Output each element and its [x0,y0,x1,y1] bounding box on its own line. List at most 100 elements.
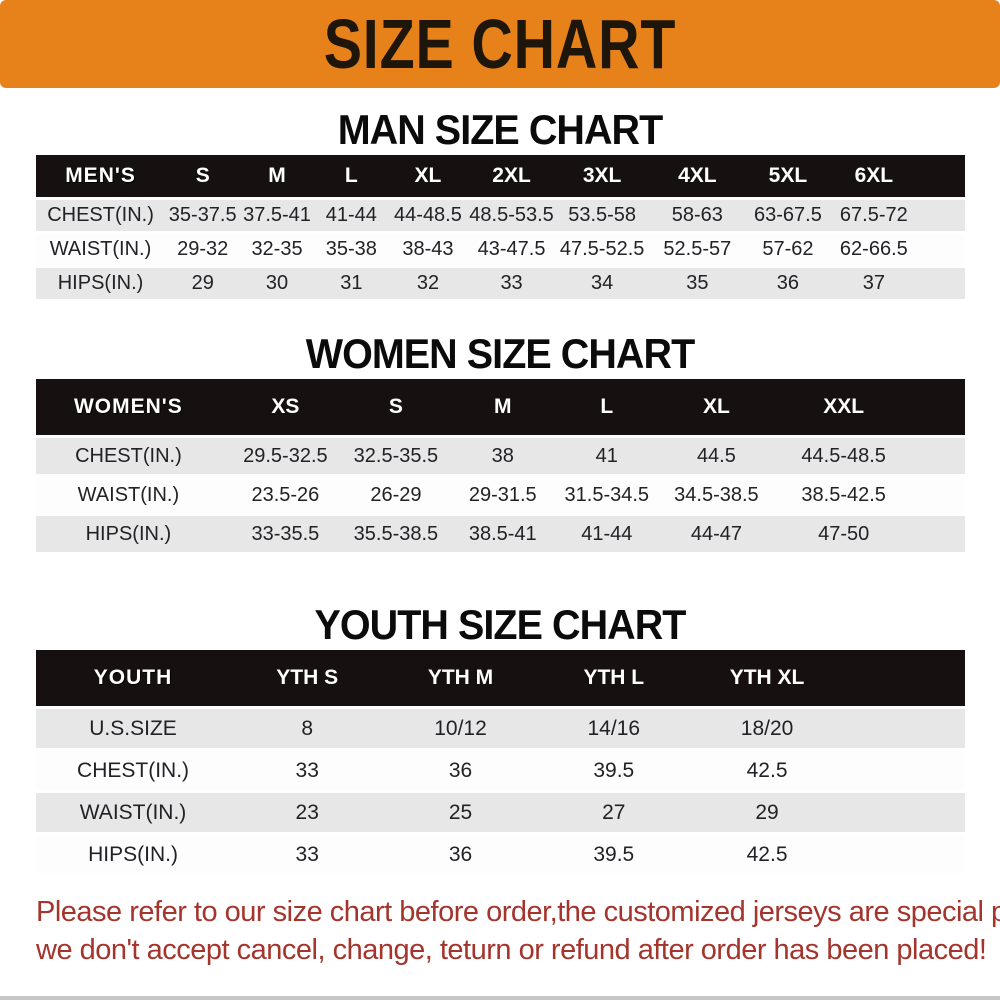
men-col-3xl: 3XL [555,155,649,197]
men-col-s: S [165,155,240,197]
row-label: U.S.SIZE [35,709,231,748]
value-cell: 26-29 [349,477,443,513]
men-waist-row: WAIST(IN.) 29-32 32-35 35-38 38-43 43-47… [35,234,965,265]
section-man: MAN SIZE CHART MEN'S S M L XL 2XL 3XL 4X… [0,108,1000,302]
value-cell: 29 [690,793,844,832]
value-cell: 30 [239,268,315,299]
value-cell: 29-32 [165,234,240,265]
value-cell: 47-50 [782,516,905,552]
value-cell: 32.5-35.5 [349,438,443,474]
value-cell: 44.5 [650,438,783,474]
value-cell: 36 [383,751,538,790]
value-cell: 38-43 [388,234,468,265]
value-cell: 32-35 [239,234,315,265]
row-label: HIPS(IN.) [35,516,222,552]
youth-section-title: YOUTH SIZE CHART [314,601,686,648]
disclaimer-note: Please refer to our size chart before or… [36,893,1000,969]
value-cell: 23 [230,793,384,832]
value-cell: 14/16 [537,709,691,748]
man-section-title: MAN SIZE CHART [337,106,664,153]
women-col-s: S [349,379,443,435]
value-cell: 58-63 [648,200,747,231]
value-cell: 39.5 [537,751,691,790]
row-label: WAIST(IN.) [35,793,231,832]
value-cell: 35 [648,268,747,299]
value-cell: 18/20 [690,709,844,748]
spacer-cell [917,155,965,197]
value-cell: 36 [383,835,538,874]
value-cell: 41-44 [563,516,651,552]
value-cell: 38.5-41 [442,516,564,552]
value-cell: 57-62 [746,234,830,265]
women-size-table: WOMEN'S XS S M L XL XXL CHEST(IN.) 29.5-… [35,376,965,555]
men-hips-row: HIPS(IN.) 29 30 31 32 33 34 35 36 37 [35,268,965,299]
spacer-cell [904,516,965,552]
value-cell: 38 [442,438,564,474]
spacer-cell [843,835,965,874]
value-cell: 27 [537,793,691,832]
disclaimer-line-2: we don't accept cancel, change, teturn o… [36,934,987,966]
size-chart-banner: SIZE CHART [0,0,1000,88]
value-cell: 34 [555,268,649,299]
women-section-title: WOMEN SIZE CHART [305,330,695,377]
value-cell: 35-37.5 [165,200,240,231]
men-col-4xl: 4XL [648,155,747,197]
value-cell: 37.5-41 [239,200,315,231]
value-cell: 44-47 [650,516,783,552]
spacer-cell [917,200,965,231]
value-cell: 48.5-53.5 [467,200,556,231]
value-cell: 44-48.5 [388,200,468,231]
row-label: HIPS(IN.) [35,268,166,299]
row-label: CHEST(IN.) [35,751,231,790]
row-label: WAIST(IN.) [35,234,166,265]
bottom-strip [0,996,1000,1000]
value-cell: 41-44 [314,200,389,231]
youth-col-m: YTH M [383,650,538,706]
women-hips-row: HIPS(IN.) 33-35.5 35.5-38.5 38.5-41 41-4… [35,516,965,552]
value-cell: 32 [388,268,468,299]
youth-hips-row: HIPS(IN.) 33 36 39.5 42.5 [35,835,965,874]
value-cell: 33 [230,835,384,874]
men-col-2xl: 2XL [467,155,556,197]
value-cell: 38.5-42.5 [782,477,905,513]
youth-ussize-row: U.S.SIZE 8 10/12 14/16 18/20 [35,709,965,748]
section-women: WOMEN SIZE CHART WOMEN'S XS S M L XL XXL… [0,332,1000,555]
value-cell: 25 [383,793,538,832]
value-cell: 42.5 [690,835,844,874]
spacer-cell [843,709,965,748]
spacer-cell [843,751,965,790]
men-col-6xl: 6XL [829,155,918,197]
youth-col-l: YTH L [537,650,691,706]
men-col-m: M [239,155,315,197]
spacer-cell [917,268,965,299]
men-size-table: MEN'S S M L XL 2XL 3XL 4XL 5XL 6XL CHEST… [35,152,965,302]
women-col-xl: XL [650,379,783,435]
women-col-m: M [442,379,564,435]
value-cell: 41 [563,438,651,474]
value-cell: 62-66.5 [829,234,918,265]
value-cell: 39.5 [537,835,691,874]
women-col-xs: XS [221,379,350,435]
spacer-cell [917,234,965,265]
youth-header-label: YOUTH [35,650,231,706]
women-col-xxl: XXL [782,379,905,435]
men-header-row: MEN'S S M L XL 2XL 3XL 4XL 5XL 6XL [35,155,965,197]
spacer-cell [843,793,965,832]
value-cell: 37 [829,268,918,299]
value-cell: 31.5-34.5 [563,477,651,513]
row-label: WAIST(IN.) [35,477,222,513]
value-cell: 43-47.5 [467,234,556,265]
women-header-label: WOMEN'S [35,379,222,435]
women-chest-row: CHEST(IN.) 29.5-32.5 32.5-35.5 38 41 44.… [35,438,965,474]
value-cell: 67.5-72 [829,200,918,231]
men-header-label: MEN'S [35,155,166,197]
youth-waist-row: WAIST(IN.) 23 25 27 29 [35,793,965,832]
value-cell: 42.5 [690,751,844,790]
row-label: CHEST(IN.) [35,438,222,474]
spacer-cell [904,438,965,474]
value-cell: 52.5-57 [648,234,747,265]
youth-chest-row: CHEST(IN.) 33 36 39.5 42.5 [35,751,965,790]
men-chest-row: CHEST(IN.) 35-37.5 37.5-41 41-44 44-48.5… [35,200,965,231]
value-cell: 10/12 [383,709,538,748]
value-cell: 8 [230,709,384,748]
